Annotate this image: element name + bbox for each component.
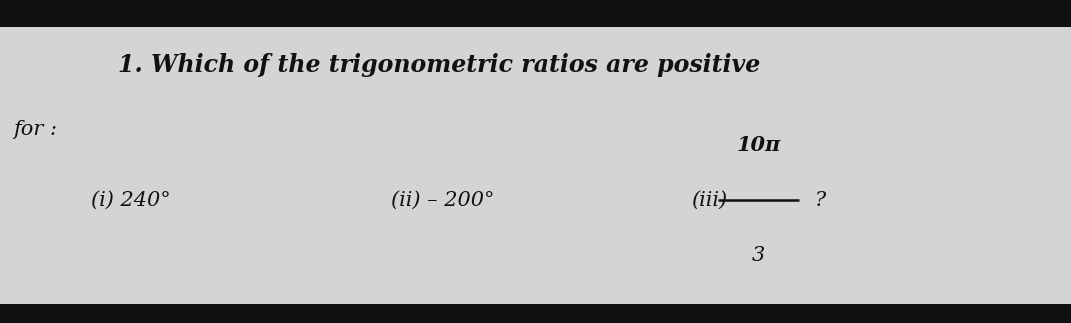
Text: 3: 3: [752, 246, 765, 265]
Bar: [0, 0, 1071, 27]
Text: for :: for :: [13, 120, 57, 139]
Text: 1. Which of the trigonometric ratios are positive: 1. Which of the trigonometric ratios are…: [118, 53, 760, 77]
Text: (i) 240°: (i) 240°: [91, 191, 170, 210]
Text: 10π: 10π: [736, 135, 781, 155]
Text: (iii): (iii): [691, 191, 727, 210]
Bar: [0, 304, 1071, 323]
Text: (ii) – 200°: (ii) – 200°: [391, 191, 495, 210]
Text: ?: ?: [815, 191, 827, 210]
